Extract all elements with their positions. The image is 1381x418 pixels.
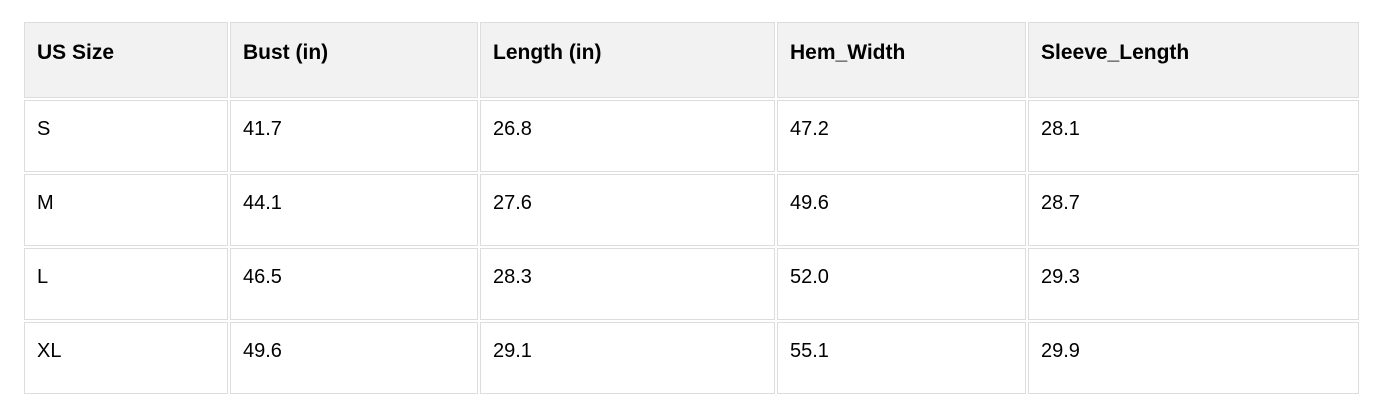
table-row-s: S 41.7 26.8 47.2 28.1	[24, 100, 1359, 172]
cell-bust-xl: 49.6	[230, 322, 478, 394]
header-cell-bust: Bust (in)	[230, 22, 478, 98]
cell-size-xl: XL	[24, 322, 228, 394]
cell-bust-l: 46.5	[230, 248, 478, 320]
header-cell-hem-width: Hem_Width	[777, 22, 1026, 98]
table-row-m: M 44.1 27.6 49.6 28.7	[24, 174, 1359, 246]
table-row-l: L 46.5 28.3 52.0 29.3	[24, 248, 1359, 320]
size-chart-table: US Size Bust (in) Length (in) Hem_Width …	[22, 20, 1361, 396]
header-cell-sleeve-length: Sleeve_Length	[1028, 22, 1359, 98]
cell-hem-width-m: 49.6	[777, 174, 1026, 246]
cell-bust-s: 41.7	[230, 100, 478, 172]
cell-length-l: 28.3	[480, 248, 775, 320]
cell-size-s: S	[24, 100, 228, 172]
table-row-xl: XL 49.6 29.1 55.1 29.9	[24, 322, 1359, 394]
cell-hem-width-l: 52.0	[777, 248, 1026, 320]
cell-length-m: 27.6	[480, 174, 775, 246]
header-cell-length: Length (in)	[480, 22, 775, 98]
cell-length-s: 26.8	[480, 100, 775, 172]
cell-sleeve-length-l: 29.3	[1028, 248, 1359, 320]
cell-sleeve-length-m: 28.7	[1028, 174, 1359, 246]
cell-hem-width-xl: 55.1	[777, 322, 1026, 394]
cell-length-xl: 29.1	[480, 322, 775, 394]
header-cell-us-size: US Size	[24, 22, 228, 98]
cell-hem-width-s: 47.2	[777, 100, 1026, 172]
cell-sleeve-length-xl: 29.9	[1028, 322, 1359, 394]
cell-bust-m: 44.1	[230, 174, 478, 246]
cell-sleeve-length-s: 28.1	[1028, 100, 1359, 172]
header-row: US Size Bust (in) Length (in) Hem_Width …	[24, 22, 1359, 98]
cell-size-m: M	[24, 174, 228, 246]
cell-size-l: L	[24, 248, 228, 320]
